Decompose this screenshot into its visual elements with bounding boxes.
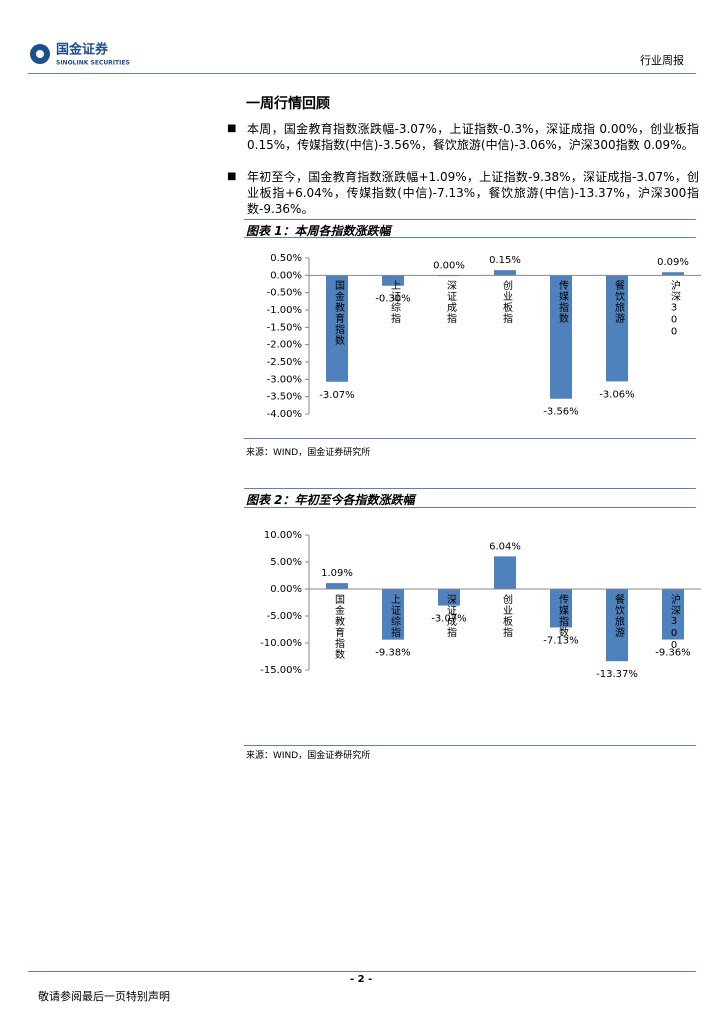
y-tick-label: 0.00%: [270, 584, 302, 595]
bullet: 年初至今，国金教育指数涨跌幅+1.09%，上证指数-9.38%，深证成指-3.0…: [227, 169, 699, 217]
source: 来源：WIND，国金证券研究所: [246, 448, 371, 458]
value-label: 0.00%: [433, 260, 465, 271]
chart-rule: [244, 507, 696, 508]
value-label: -0.30%: [375, 294, 410, 305]
disclaimer: 敬请参阅最后一页特别声明: [38, 990, 170, 1003]
x-tick-label: 沪深300: [669, 279, 681, 338]
value-label: 0.09%: [657, 257, 689, 268]
logo-mark: [36, 50, 44, 58]
bar: [326, 275, 348, 382]
chart-rule: [244, 745, 696, 746]
x-tick-label: 传媒指数: [557, 280, 569, 324]
x-tick-label: 国金教育指数: [333, 594, 345, 660]
section-title: 一周行情回顾: [246, 96, 330, 112]
chart-rule: [244, 488, 696, 489]
x-tick-label: 沪深300: [669, 593, 681, 652]
y-tick-label: -1.50%: [267, 322, 302, 333]
bar: [662, 272, 684, 276]
y-tick-label: 10.00%: [264, 530, 302, 541]
value-label: -3.06%: [599, 389, 634, 400]
bar: [382, 589, 404, 640]
value-label: -9.38%: [375, 648, 410, 659]
bar: [494, 270, 516, 276]
bar: [438, 589, 460, 606]
y-tick-label: 5.00%: [270, 557, 302, 568]
chart-rule: [244, 438, 696, 439]
chart-rule: [244, 237, 696, 238]
y-tick-label: 0.00%: [270, 270, 302, 281]
value-label: -9.36%: [655, 648, 690, 659]
y-tick-label: -3.00%: [267, 374, 302, 385]
bar: [606, 275, 628, 382]
y-tick-label: -2.50%: [267, 357, 302, 368]
header-rule: [28, 73, 696, 74]
bar: [326, 583, 348, 589]
y-tick-label: 0.50%: [270, 253, 302, 264]
value-label: -3.56%: [543, 407, 578, 418]
chart: 10.00% 5.00% 0.00% -5.00% -10.00% -15.00% 1.09…: [260, 530, 701, 680]
bar: [382, 275, 404, 286]
y-tick-label: -1.00%: [267, 305, 302, 316]
y-tick-label: -15.00%: [260, 665, 302, 676]
y-tick-label: -4.00%: [267, 409, 302, 420]
brand-en: SINOLINK SECURITIES: [56, 60, 130, 67]
bar: [662, 589, 684, 640]
chart-rule: [244, 219, 696, 220]
value-label: 0.15%: [489, 255, 521, 266]
brand: 国金证券: [56, 42, 109, 58]
y-tick-label: -3.50%: [267, 392, 302, 403]
x-tick-label: 餐饮旅游: [613, 279, 625, 324]
report-type: 行业周报: [640, 54, 684, 67]
bar: [606, 589, 628, 662]
x-tick-label: 深证成指: [445, 594, 457, 638]
chart-title: 图表 2：年初至今各指数涨跌幅: [246, 493, 415, 507]
bar: [550, 589, 572, 628]
x-tick-label: 创业板指: [501, 593, 513, 638]
x-tick-label: 传媒指数: [557, 594, 569, 638]
value-label: -7.13%: [543, 636, 578, 647]
bar: [550, 275, 572, 399]
bullet: 本周，国金教育指数涨跌幅-3.07%，上证指数-0.3%，深证成指 0.00%，…: [227, 121, 699, 153]
value-label: -3.07%: [319, 390, 354, 401]
x-tick-label: 创业板指: [501, 279, 513, 324]
source: 来源：WIND，国金证券研究所: [246, 751, 371, 761]
value-label: 6.04%: [489, 541, 521, 552]
footer-rule: [28, 971, 696, 972]
x-tick-label: 餐饮旅游: [613, 593, 625, 638]
chart: 0.50% 0.00% -0.50% -1.00% -1.50% -2.00% -2.50%…: [267, 253, 701, 420]
x-tick-label: 国金教育指数: [333, 280, 345, 346]
x-tick-label: 上证综指: [389, 280, 401, 324]
value-label: -13.37%: [596, 669, 638, 680]
bar: [494, 556, 516, 589]
chart-title: 图表 1：本周各指数涨跌幅: [246, 224, 391, 238]
y-tick-label: -2.00%: [267, 340, 302, 351]
logo: 国金证券 SINOLINK SECURITIES: [30, 42, 130, 67]
y-tick-label: -10.00%: [260, 638, 302, 649]
value-label: 1.09%: [321, 568, 353, 579]
page-number: - 2 -: [350, 974, 373, 985]
x-tick-label: 深证成指: [445, 280, 457, 324]
value-label: -3.07%: [431, 614, 466, 625]
y-tick-label: -5.00%: [267, 611, 302, 622]
x-tick-label: 上证综指: [389, 594, 401, 638]
y-tick-label: -0.50%: [267, 288, 302, 299]
